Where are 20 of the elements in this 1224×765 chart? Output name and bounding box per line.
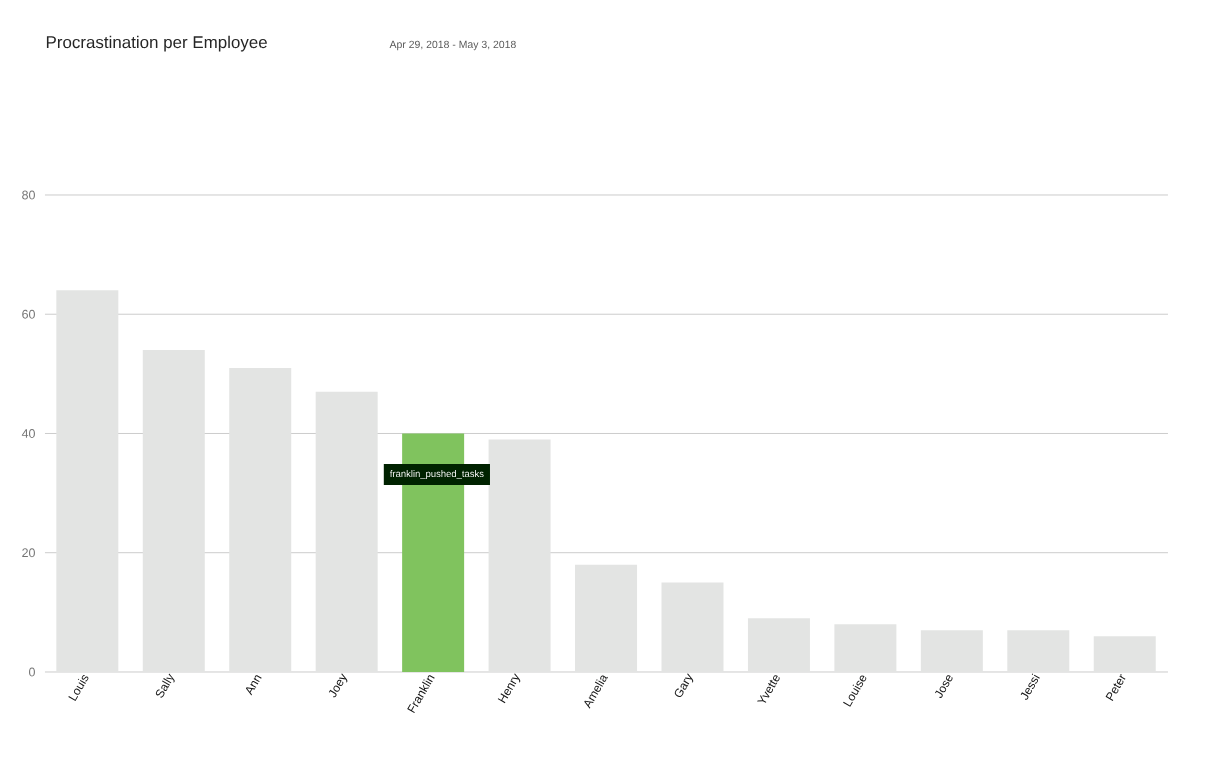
bar [142,350,205,672]
annotation: franklin_pushed_tasks [389,470,484,479]
bar [920,630,983,672]
y-tick-label: 0 [29,667,35,677]
bar [229,367,292,672]
chart-title: Procrastination per Employee [46,35,267,52]
bar [315,391,378,672]
bar [834,624,897,672]
y-tick-label: 60 [22,309,35,319]
bar [56,290,119,672]
bar [488,439,551,672]
y-tick-label: 40 [21,429,35,438]
y-tick-label: 80 [22,190,35,200]
y-tick-label: 20 [22,548,35,558]
bar [1007,630,1070,672]
bar [1093,636,1156,672]
chart-subtitle: Apr 29, 2018 - May 3, 2018 [389,40,516,51]
bar [661,582,724,672]
bar [575,564,638,672]
bar [747,618,810,672]
